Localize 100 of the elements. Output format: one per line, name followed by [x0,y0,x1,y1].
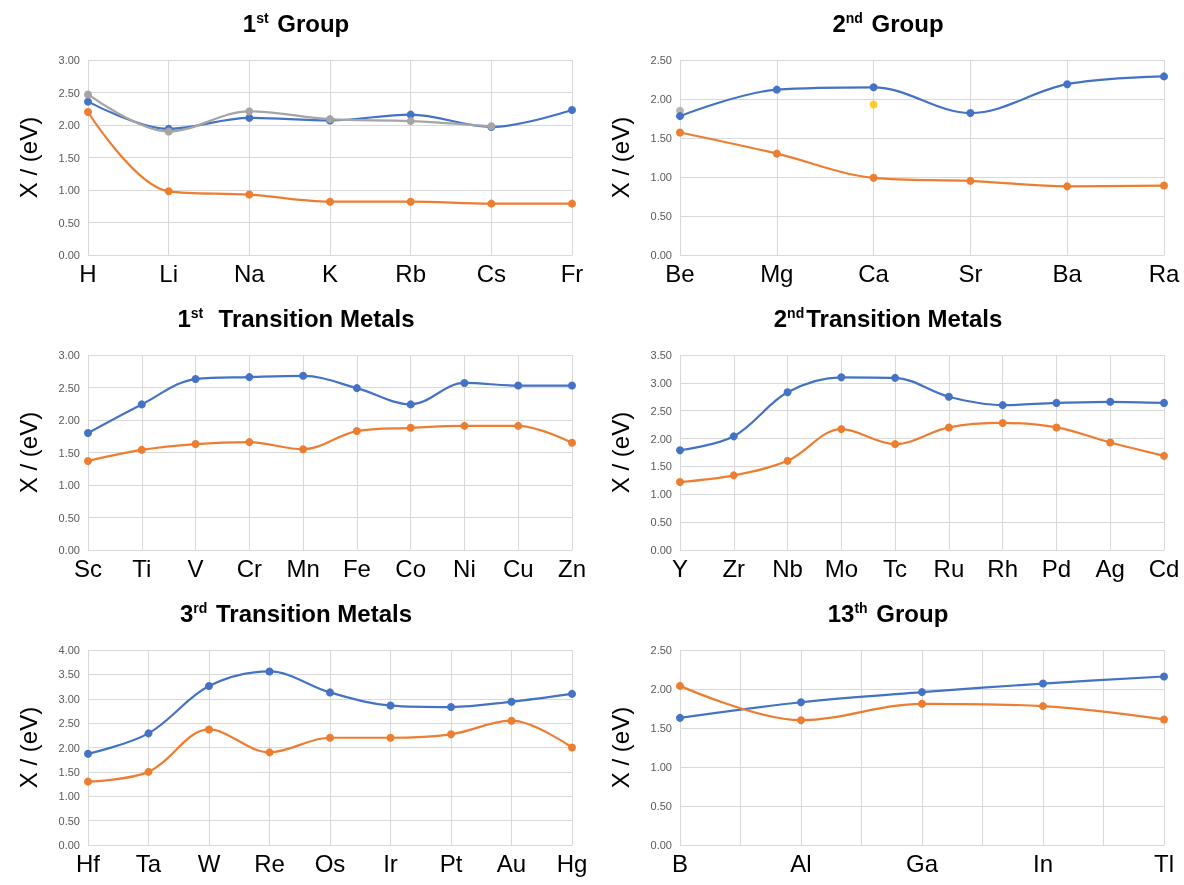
point [245,113,254,122]
point [326,688,334,697]
point [1052,423,1061,432]
point [772,149,781,158]
x-tick-label: Na [233,259,266,287]
point [406,197,415,206]
y-tick-label: 0.50 [58,216,80,229]
x-tick-label: Nb [772,554,803,582]
y-tick-label: 2.00 [58,119,80,131]
x-tick-label: Hf [76,849,101,877]
point [265,748,274,757]
x-tick-label: Y [671,554,689,582]
y-tick-label: 0.50 [650,210,672,222]
point [191,375,200,384]
x-tick-label: Ru [933,554,965,582]
point [460,378,469,387]
y-axis-title: X / (eV) [606,411,634,494]
point [137,445,146,454]
point [676,713,684,722]
point [205,725,213,734]
y-tick-label: 1.00 [650,171,672,183]
x-tick-label: Ba [1052,259,1083,287]
point [869,173,878,182]
point [918,688,926,697]
point [1160,181,1168,190]
point [84,429,92,437]
x-tick-label: W [197,849,221,877]
point [84,456,92,465]
y-tick-label: 2.50 [650,404,672,417]
x-tick-label: Mo [824,554,859,582]
y-tick-label: 1.50 [650,722,672,734]
y-tick-label: 1.00 [58,790,80,803]
point [944,423,953,432]
point [191,440,200,449]
point [869,100,878,109]
y-tick-label: 2.50 [650,644,672,656]
point [1106,438,1115,447]
y-tick-label: 2.00 [650,683,672,695]
point [676,446,684,455]
x-tick-label: Tl [1154,849,1174,877]
point [729,432,738,441]
y-axis-title: X / (eV) [606,706,634,789]
y-tick-label: 2.50 [58,381,80,394]
x-tick-label: Ag [1095,554,1125,582]
point [299,445,308,454]
y-tick-label: 0.50 [58,814,80,827]
y-axis-title: X / (eV) [14,706,42,789]
point [568,106,576,115]
point [676,681,684,690]
x-tick-label: B [671,849,689,877]
y-tick-label: 1.50 [58,446,80,459]
point [144,729,153,738]
point [352,384,361,393]
x-tick-label: Fe [342,554,371,582]
x-tick-label: Ir [383,849,398,877]
point [205,682,213,691]
point [447,730,455,739]
point [1160,672,1168,681]
y-tick-label: 3.50 [650,349,672,361]
point [386,701,395,710]
y-tick-label: 0.00 [650,544,672,556]
x-tick-label: V [187,554,204,582]
y-tick-label: 1.50 [58,765,80,778]
x-tick-label: Sc [73,554,103,582]
point [326,197,334,206]
y-tick-label: 2.50 [58,86,80,99]
point [1160,398,1168,407]
x-tick-label: Fr [560,259,584,287]
point [245,107,254,116]
x-tick-label: Tc [883,554,908,582]
x-tick-label: Pd [1041,554,1072,582]
point [84,90,92,99]
point [729,471,738,480]
y-tick-label: 2.00 [650,432,672,445]
point [891,440,900,449]
point [783,456,792,465]
y-tick-label: 1.00 [650,488,672,501]
point [1160,715,1168,724]
y-tick-label: 1.00 [58,479,80,491]
x-tick-label: Co [395,554,427,582]
point [84,108,92,116]
x-tick-label: Pt [439,849,463,877]
point [891,373,900,382]
point [1160,451,1168,460]
x-tick-label: Ca [858,259,890,287]
y-tick-label: 3.50 [58,668,80,681]
x-tick-label: H [79,259,97,287]
point [84,777,92,786]
point [869,83,878,92]
y-tick-label: 0.50 [650,516,672,529]
point [797,716,805,725]
y-tick-label: 2.50 [650,54,672,66]
x-tick-label: Hg [556,849,588,877]
point [1063,182,1072,191]
point [514,381,523,390]
point [1039,679,1047,688]
point [507,697,516,706]
x-tick-label: Sr [958,259,983,287]
y-tick-label: 1.50 [58,151,80,164]
y-tick-label: 1.00 [58,184,80,196]
